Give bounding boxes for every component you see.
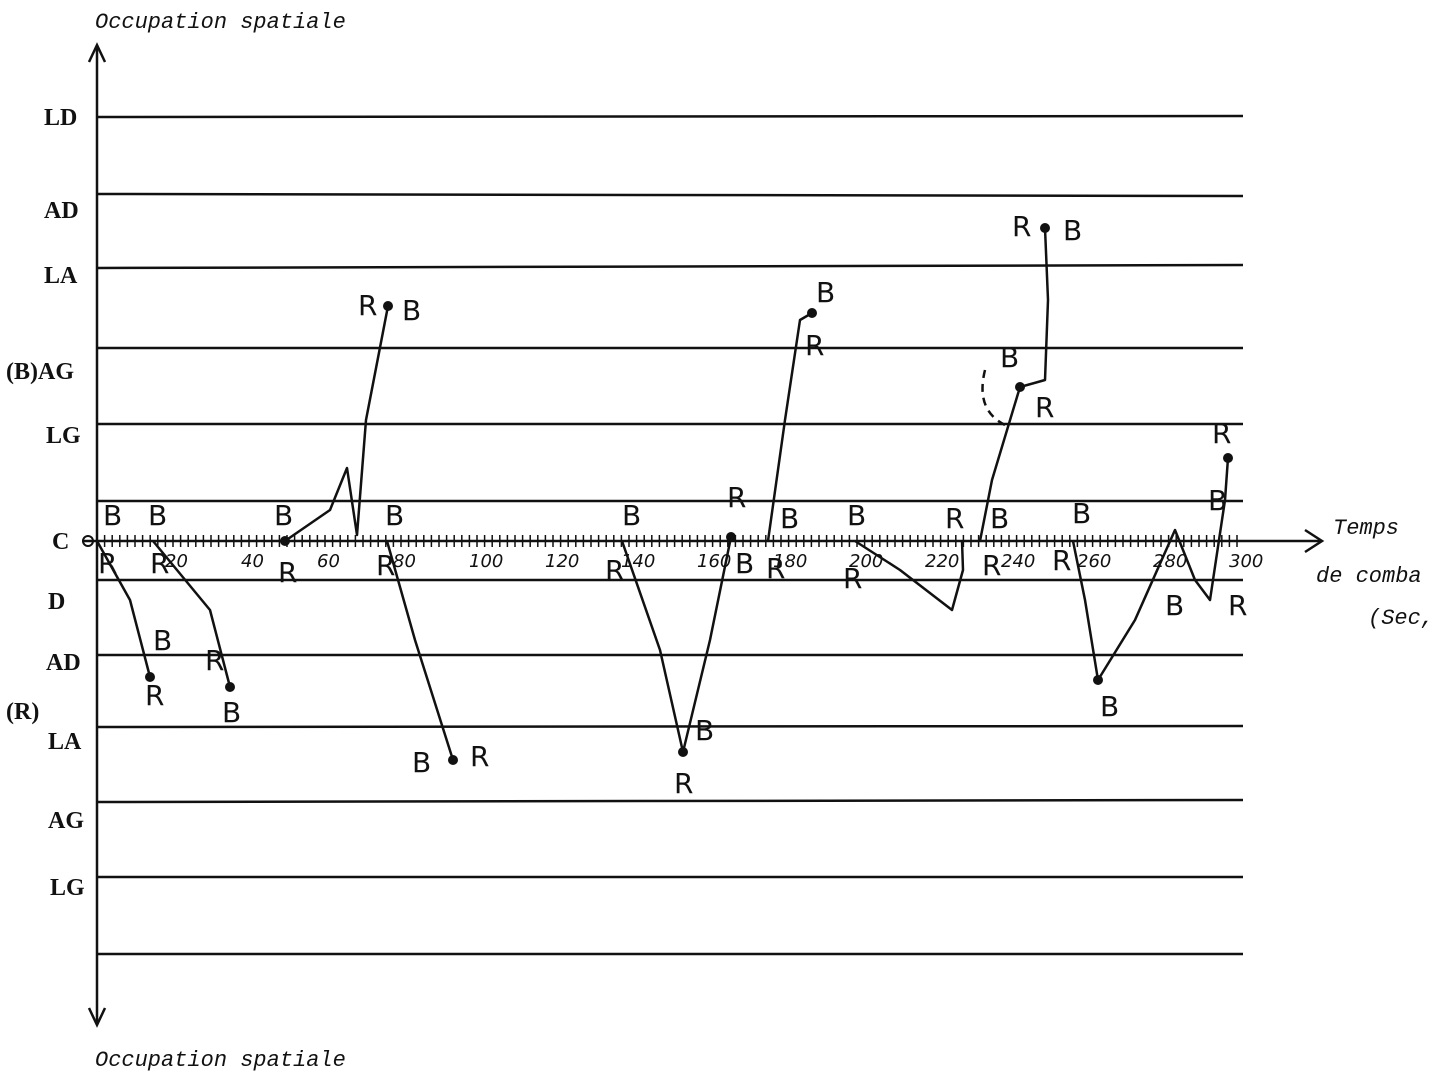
time-axis-title: Temps — [1333, 516, 1399, 541]
annotation: R — [805, 329, 824, 362]
time-tick-label: 20 — [165, 551, 188, 572]
annotation: B — [695, 714, 714, 747]
annotation: B — [622, 499, 641, 532]
annotation: R — [945, 502, 964, 535]
time-tick-label: 60 — [317, 551, 340, 572]
annotation: B — [735, 547, 754, 580]
time-tick-label: 260 — [1077, 551, 1111, 572]
axis-arrows — [87, 42, 107, 1028]
time-tick-label: 160 — [697, 551, 731, 572]
row-label: LG — [46, 423, 81, 449]
annotation: B — [816, 276, 835, 309]
annotation: B — [103, 499, 122, 532]
annotation: B — [153, 624, 172, 657]
annotation: B — [402, 294, 421, 327]
axis-title-top: Occupation spatiale — [95, 10, 346, 35]
row-label: LD — [44, 105, 77, 131]
annotation: B — [222, 696, 241, 729]
row-label: AG — [48, 808, 84, 834]
trajectories — [82, 223, 1233, 765]
time-tick-label: 220 — [925, 551, 959, 572]
annotation: R — [1212, 417, 1231, 450]
time-tick-label: 80 — [393, 551, 416, 572]
annotation: R — [1052, 544, 1071, 577]
annotation: B — [1208, 484, 1227, 517]
time-tick-label: 240 — [1001, 551, 1035, 572]
row-label: LA — [44, 263, 78, 289]
annotation: B — [847, 499, 866, 532]
row-label: C — [52, 529, 69, 555]
annotation: R — [1035, 391, 1054, 424]
annotation: R — [358, 289, 377, 322]
annotation: R — [982, 549, 1001, 582]
annotation: R — [1228, 589, 1247, 622]
time-tick-label: 200 — [849, 551, 883, 572]
annotation: R — [727, 481, 746, 514]
row-label: (B)AG — [6, 359, 74, 385]
annotation: R — [205, 644, 224, 677]
time-arrow — [1304, 528, 1325, 554]
time-tick-label: 100 — [469, 551, 503, 572]
row-label: LA — [48, 729, 82, 755]
annotation: B — [1165, 589, 1184, 622]
annotation: R — [1012, 210, 1031, 243]
annotation: R — [843, 562, 862, 595]
time-tick-label: 280 — [1153, 551, 1187, 572]
annotation: B — [780, 502, 799, 535]
annotation: R — [376, 549, 395, 582]
axis-title-bottom: Occupation spatiale — [95, 1048, 346, 1073]
annotation: B — [274, 499, 293, 532]
annotation: B — [1063, 214, 1082, 247]
annotation: R — [145, 679, 164, 712]
time-axis-title: (Sec, — [1368, 606, 1434, 631]
level-lines — [96, 114, 1244, 956]
annotation: B — [1000, 341, 1019, 374]
annotation: R — [98, 547, 117, 580]
annotation: R — [674, 767, 693, 800]
annotation: R — [278, 556, 297, 589]
annotation: R — [766, 552, 785, 585]
annotation: B — [1100, 690, 1119, 723]
annotation: B — [412, 746, 431, 779]
row-label: D — [48, 589, 65, 615]
time-tick-label: 300 — [1229, 551, 1263, 572]
row-label: LG — [50, 875, 85, 901]
annotation: B — [990, 502, 1009, 535]
time-tick-label: 40 — [241, 551, 264, 572]
time-axis-title: de comba — [1316, 564, 1422, 589]
row-label: AD — [44, 198, 79, 224]
annotation: B — [385, 499, 404, 532]
annotation: B — [148, 499, 167, 532]
row-label: (R) — [6, 699, 39, 725]
annotation: B — [1072, 497, 1091, 530]
annotation: R — [150, 547, 169, 580]
time-tick-label: 120 — [545, 551, 579, 572]
annotation: R — [605, 554, 624, 587]
time-tick-label: 140 — [621, 551, 655, 572]
time-tick-label: 180 — [773, 551, 807, 572]
row-label: AD — [46, 650, 81, 676]
annotation: R — [470, 740, 489, 773]
